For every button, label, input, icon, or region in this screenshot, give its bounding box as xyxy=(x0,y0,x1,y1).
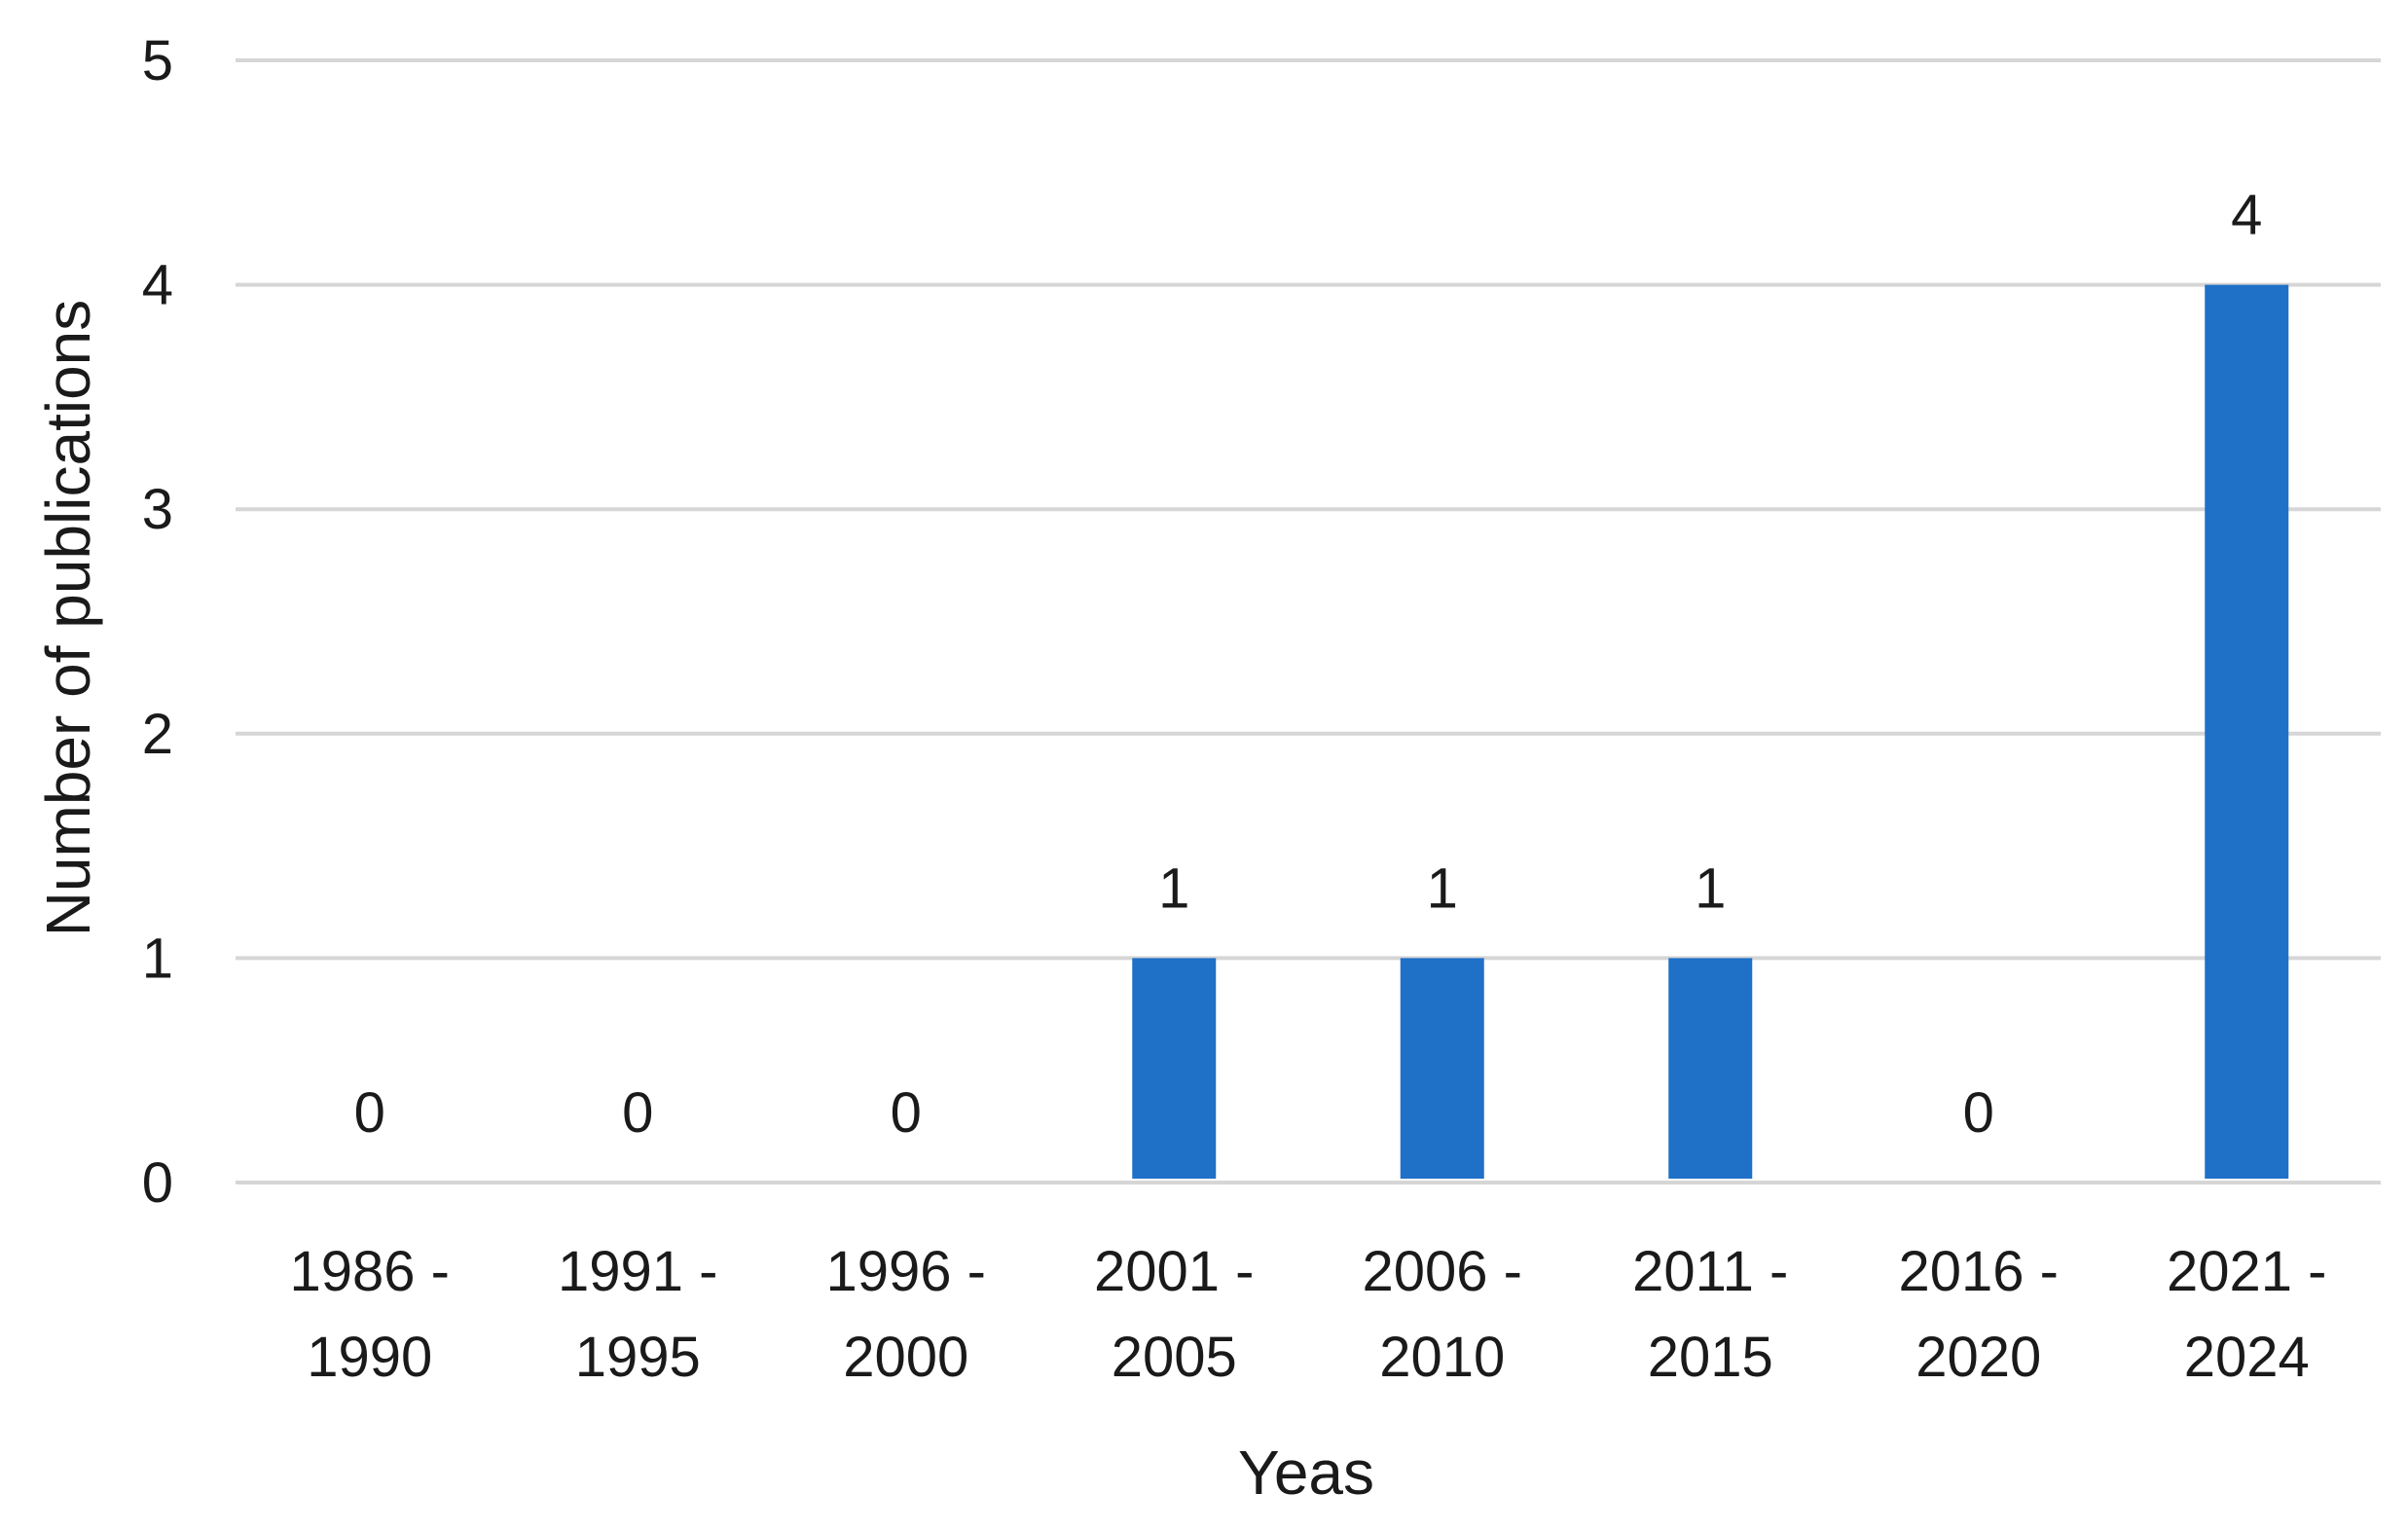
x-axis-ticks: 1986 -1990 1991 -1995 1996 -2000 2001 -2005… xyxy=(290,1240,2327,1389)
gridlines xyxy=(236,58,2381,1184)
data-labels: 0 0 0 1 1 1 0 4 xyxy=(354,184,2263,1145)
y-tick-label-3: 3 xyxy=(142,478,173,541)
x-tick-label-4: 2006 -2010 xyxy=(1363,1240,1522,1389)
data-label-4: 1 xyxy=(1427,856,1458,920)
x-tick-label-3: 2001 -2005 xyxy=(1094,1240,1254,1389)
data-label-1: 0 xyxy=(622,1081,653,1145)
x-tick-label-0: 1986 -1990 xyxy=(290,1240,450,1389)
x-tick-label-6: 2016 -2020 xyxy=(1899,1240,2059,1389)
y-tick-label-4: 4 xyxy=(142,254,173,317)
bar-7 xyxy=(2205,284,2289,1180)
y-axis-title: Number of publications xyxy=(33,300,103,937)
x-tick-label-7: 2021 -2024 xyxy=(2167,1240,2326,1389)
y-tick-label-1: 1 xyxy=(142,927,173,990)
data-label-5: 1 xyxy=(1695,856,1726,920)
bars xyxy=(1132,284,2289,1180)
data-label-0: 0 xyxy=(354,1081,385,1145)
y-axis-ticks: 0 1 2 3 4 5 xyxy=(142,29,173,1215)
y-tick-label-2: 2 xyxy=(142,703,173,766)
data-label-2: 0 xyxy=(891,1081,922,1145)
data-label-6: 0 xyxy=(1963,1081,1994,1145)
bar-4 xyxy=(1400,958,1484,1179)
data-label-3: 1 xyxy=(1158,856,1189,920)
x-axis-title: Yeas xyxy=(1238,1438,1374,1508)
x-tick-label-5: 2011 -2015 xyxy=(1632,1240,1788,1389)
x-tick-label-1: 1991 -1995 xyxy=(558,1240,717,1389)
bar-3 xyxy=(1132,958,1217,1179)
y-tick-label-0: 0 xyxy=(142,1151,173,1215)
x-tick-label-2: 1996 -2000 xyxy=(826,1240,986,1389)
data-label-7: 4 xyxy=(2231,184,2262,247)
bar-5 xyxy=(1668,958,1753,1179)
y-tick-label-5: 5 xyxy=(142,29,173,92)
